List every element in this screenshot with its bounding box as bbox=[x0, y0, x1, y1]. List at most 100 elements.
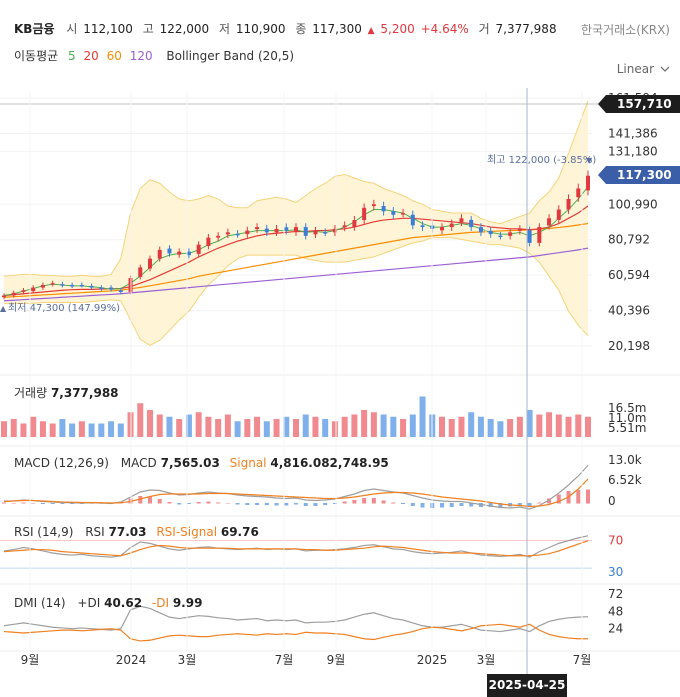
volume-bar bbox=[156, 414, 163, 437]
candle-body bbox=[157, 249, 162, 259]
ma-legend-label: 이동평균 bbox=[14, 49, 59, 63]
macd-histogram-bar bbox=[469, 503, 474, 507]
candle-body bbox=[469, 219, 474, 228]
macd-histogram-bar bbox=[21, 502, 26, 504]
rsi-line-label: RSI bbox=[85, 525, 105, 539]
volume-tick-label: 11.0m bbox=[608, 411, 646, 425]
minus-di-line bbox=[3, 623, 589, 642]
ma-120-label[interactable]: 120 bbox=[129, 49, 153, 63]
volume-bar bbox=[468, 412, 475, 437]
price-tick-label: 40,396 bbox=[608, 304, 650, 318]
macd-histogram-bar bbox=[352, 500, 357, 504]
macd-tick-label: 0 bbox=[608, 494, 616, 508]
price-tick-label: 80,792 bbox=[608, 233, 650, 247]
high-price-tag: 157,710 bbox=[617, 97, 672, 111]
volume-bar bbox=[117, 423, 124, 437]
time-axis-label: 3월 bbox=[477, 653, 496, 667]
macd-histogram-bar bbox=[449, 503, 454, 507]
volume-bar bbox=[108, 421, 115, 437]
macd-histogram-bar bbox=[245, 503, 250, 505]
candle-body bbox=[556, 209, 561, 220]
volume-bar bbox=[390, 416, 397, 437]
macd-tick-label: 6.52k bbox=[608, 473, 642, 487]
macd-histogram-bar bbox=[264, 503, 269, 505]
macd-histogram-bar bbox=[420, 503, 425, 508]
candle-body bbox=[177, 251, 182, 255]
volume-bar bbox=[448, 419, 455, 437]
candle-body bbox=[264, 228, 269, 233]
macd-histogram-bar bbox=[177, 503, 182, 505]
bollinger-label[interactable]: Bollinger Band (20,5) bbox=[166, 49, 295, 63]
volume-bar bbox=[536, 414, 543, 437]
time-axis-label: 3월 bbox=[178, 653, 197, 667]
candle-body bbox=[323, 232, 328, 234]
macd-histogram-bar bbox=[31, 503, 36, 504]
macd-histogram-bar bbox=[303, 503, 308, 506]
candle-body bbox=[148, 258, 152, 269]
current-price-tag-bg bbox=[598, 166, 680, 184]
candle-body bbox=[50, 283, 55, 285]
volume-bar bbox=[254, 416, 261, 437]
max-arrow-icon: ▼ bbox=[586, 156, 593, 165]
candle-body bbox=[235, 233, 240, 236]
volume-bar bbox=[147, 410, 153, 437]
candle-body bbox=[225, 232, 230, 235]
macd-histogram-bar bbox=[2, 502, 6, 504]
volume-bar bbox=[98, 423, 105, 437]
ma-60-label[interactable]: 60 bbox=[106, 49, 122, 63]
price-tick-label: 20,198 bbox=[608, 339, 650, 353]
macd-histogram-bar bbox=[332, 503, 337, 504]
time-axis-label: 2024 bbox=[116, 653, 147, 667]
volume-bar bbox=[88, 423, 95, 437]
candle-body bbox=[216, 235, 221, 238]
change-arrow-icon: ▲ bbox=[367, 26, 375, 36]
candle-body bbox=[274, 228, 279, 233]
change-percent: +4.64% bbox=[420, 22, 469, 36]
change-value: 5,200 bbox=[380, 22, 415, 36]
candle-body bbox=[138, 267, 143, 277]
volume-bar bbox=[575, 414, 582, 437]
bollinger-upper-line bbox=[3, 100, 589, 277]
volume-value: 7,377,988 bbox=[495, 22, 557, 36]
volume-bar bbox=[458, 416, 465, 437]
volume-bar bbox=[166, 416, 173, 437]
macd-histogram-bar bbox=[255, 503, 260, 505]
time-axis-label: 7월 bbox=[573, 653, 592, 667]
ma-5-label[interactable]: 5 bbox=[68, 49, 76, 63]
volume-bar bbox=[283, 416, 290, 437]
dmi-panel-name: DMI (14) bbox=[14, 596, 66, 610]
macd-histogram-bar bbox=[60, 503, 65, 504]
macd-histogram-bar bbox=[157, 499, 162, 504]
volume-bar bbox=[331, 421, 338, 437]
candle-body bbox=[284, 227, 289, 231]
min-arrow-icon: ▲ bbox=[0, 304, 7, 313]
volume-bar bbox=[516, 416, 523, 437]
volume-bar bbox=[234, 421, 241, 437]
low-value: 110,900 bbox=[235, 22, 286, 36]
rsi-panel-label: RSI (14,9) RSI 77.03 RSI-Signal 69.76 bbox=[14, 525, 259, 539]
min-price-annotation: 최저 47,300 (147.99%) bbox=[8, 302, 120, 314]
volume-bar bbox=[137, 403, 144, 437]
macd-histogram-bar bbox=[11, 503, 16, 504]
candle-body bbox=[371, 204, 376, 207]
volume-panel-name: 거래량 bbox=[14, 386, 48, 400]
macd-histogram-bar bbox=[225, 503, 230, 504]
candle-body bbox=[420, 225, 425, 228]
minus-di-label: -DI bbox=[151, 596, 169, 610]
chevron-down-icon[interactable] bbox=[660, 64, 670, 74]
candle-body bbox=[517, 228, 522, 231]
dmi-tick-label: 24 bbox=[608, 622, 623, 636]
candle-body bbox=[21, 290, 26, 292]
candle-body bbox=[381, 206, 386, 212]
ma-120-line bbox=[3, 247, 589, 302]
ma-20-label[interactable]: 20 bbox=[83, 49, 99, 63]
dmi-tick-label: 48 bbox=[608, 604, 623, 618]
volume-bar bbox=[39, 421, 46, 437]
macd-histogram-bar bbox=[323, 503, 328, 505]
volume-bar bbox=[185, 414, 192, 437]
volume-bar bbox=[195, 412, 202, 437]
candle-body bbox=[255, 227, 260, 230]
scale-mode-selector[interactable]: Linear bbox=[616, 62, 654, 76]
rsi-line-value: 77.03 bbox=[108, 525, 147, 539]
